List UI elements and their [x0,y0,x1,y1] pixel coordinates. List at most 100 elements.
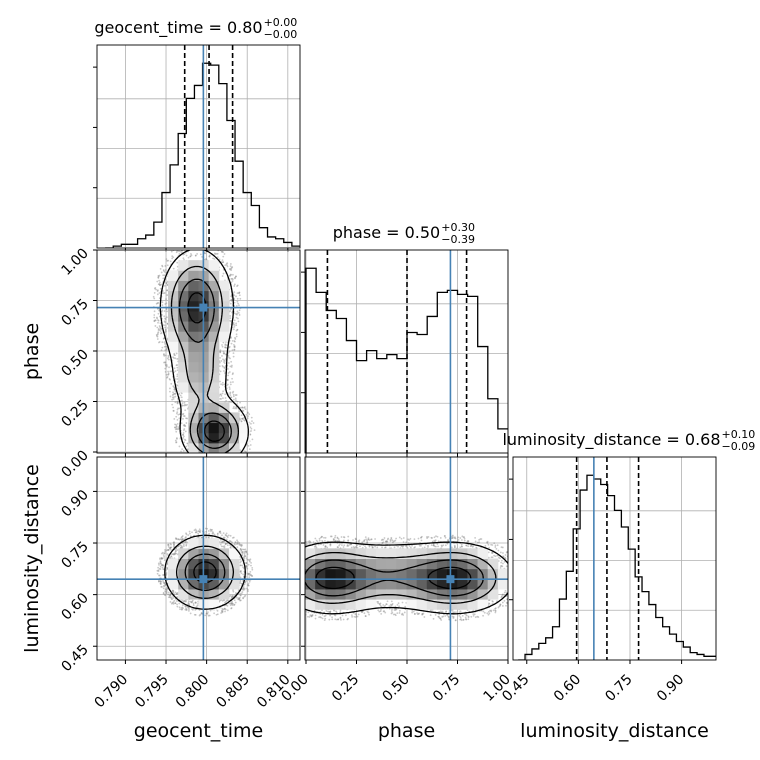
sample-point [464,613,467,616]
sample-point [174,439,177,442]
sample-point [164,550,167,553]
sample-point [165,316,168,319]
sample-point [374,545,377,548]
sample-point [364,536,367,539]
sample-point [239,449,242,452]
sample-point [204,614,207,617]
density-bin [396,548,407,559]
sample-point [213,252,216,255]
sample-point [163,341,166,344]
sample-point [165,373,168,376]
sample-point [383,610,386,613]
sample-point [503,591,506,594]
sample-point [350,546,353,549]
sample-point [171,396,174,399]
y-axis-label-luminosity_distance: luminosity_distance [21,464,43,653]
sample-point [184,600,187,603]
sample-point [245,564,248,567]
sample-point [241,544,244,547]
sample-point [183,600,185,602]
sample-point [232,321,235,324]
title-main: geocent_time = 0.80 [94,18,262,38]
y-tick-label-luminosity_distance: 0.60 [58,590,91,623]
hist-panel-geocent_time [93,44,301,252]
sample-point [160,331,163,334]
sample-point [239,580,242,583]
sample-point [220,393,222,396]
sample-point [165,307,168,310]
sample-point [185,536,187,538]
sample-point [361,541,364,544]
sample-point [251,575,254,577]
sample-point [191,599,194,602]
sample-point [177,545,180,548]
density-bin [188,310,199,322]
sample-point [365,538,368,541]
sample-point [162,591,165,594]
sample-point [409,537,412,540]
sample-point [178,407,181,410]
density-bin [386,568,397,580]
sample-point [386,540,389,543]
sample-point [167,548,169,551]
sample-point [323,619,326,622]
sample-point [174,392,177,395]
density-bin [208,331,220,342]
sample-point [222,251,224,253]
sample-point [397,545,399,548]
sample-point [162,337,165,340]
sample-point [220,250,223,253]
sample-point [222,536,225,539]
sample-point [386,540,388,543]
sample-point [164,584,167,587]
sample-point [227,374,230,377]
density-bin [345,578,357,590]
sample-point [460,539,463,541]
density-bin [208,321,220,332]
sample-point [321,536,323,538]
sample-point [208,255,211,258]
sample-point [157,570,160,573]
sample-point [229,265,232,268]
sample-point [161,557,163,560]
sample-point [163,354,166,357]
sample-point [232,278,234,281]
sample-point [164,370,167,373]
sample-point [232,536,235,539]
sample-point [238,410,241,412]
sample-point [390,604,393,607]
sample-point [216,532,219,535]
sample-point [433,539,436,542]
sample-point [505,601,508,604]
sample-point [225,604,228,607]
sample-point [176,593,178,596]
sample-point [219,538,222,541]
sample-point [430,536,433,539]
sample-point [158,580,160,583]
sample-point [238,309,241,312]
sample-point [157,274,160,277]
sample-point [167,372,170,375]
sample-point [224,346,227,349]
sample-point [315,546,318,549]
sample-point [461,614,464,617]
sample-point [333,614,336,616]
sample-point [245,550,248,553]
sample-point [235,399,237,402]
sample-point [172,406,175,409]
sample-point [155,302,158,305]
sample-point [236,542,239,545]
sample-point [242,597,244,600]
sample-point [233,345,236,348]
sample-point [434,614,437,616]
sample-point [164,354,167,357]
sample-point [228,388,231,390]
sample-point [248,448,251,451]
sample-point [184,409,187,412]
sample-point [162,587,165,590]
sample-point [174,354,176,357]
density-bin [178,351,189,363]
sample-point [222,261,225,264]
sample-point [231,391,234,394]
sample-point [156,302,159,305]
